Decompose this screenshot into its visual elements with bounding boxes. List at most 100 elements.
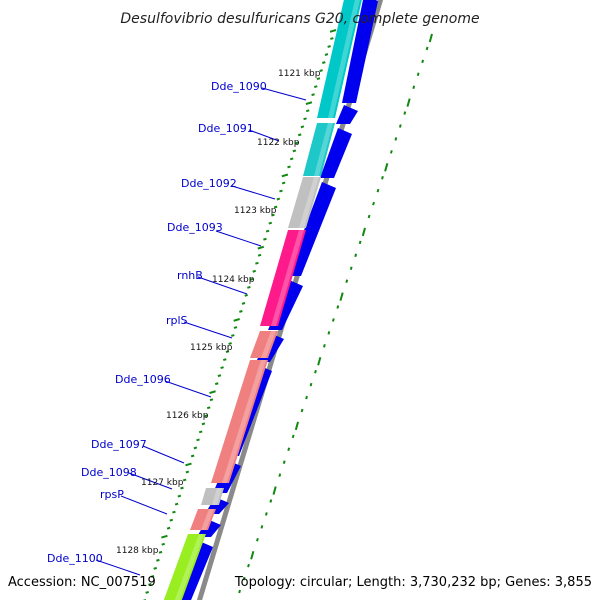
outer-tick-mark bbox=[242, 576, 246, 581]
gene-band-highlight bbox=[271, 230, 304, 326]
gene-band bbox=[317, 0, 362, 118]
gene-label-dde-1100[interactable]: Dde_1100 bbox=[47, 552, 103, 565]
ruler-tick-mark bbox=[313, 85, 318, 89]
gene-band-highlight bbox=[314, 123, 333, 176]
gene-label-dde-1091[interactable]: Dde_1091 bbox=[198, 122, 254, 135]
ruler-tick-mark bbox=[193, 446, 198, 450]
ruler-tick-mark bbox=[233, 326, 238, 329]
outer-tick-mark bbox=[394, 137, 398, 141]
gene-band-highlight bbox=[174, 534, 204, 600]
ruler-tick-mark bbox=[319, 69, 323, 72]
outer-tick-mark bbox=[256, 538, 259, 542]
ruler-tick-mark bbox=[279, 189, 283, 193]
ruler-tick-mark bbox=[268, 221, 273, 225]
ruler-tick-mark bbox=[255, 261, 259, 265]
gene-band-highlight bbox=[261, 331, 276, 358]
outer-tick-mark bbox=[376, 188, 380, 193]
outer-tick-mark bbox=[428, 33, 433, 43]
ruler-tick-mark bbox=[233, 318, 240, 322]
ruler-tick-mark bbox=[161, 534, 168, 539]
ruler-label: 1127 kbp bbox=[141, 478, 184, 488]
ruler-tick-mark bbox=[316, 77, 321, 81]
outer-tick-mark bbox=[390, 150, 393, 154]
outer-tick-mark bbox=[260, 525, 264, 529]
ruler-tick-mark bbox=[257, 253, 262, 257]
outer-tick-mark bbox=[403, 111, 407, 115]
outer-tick-mark bbox=[406, 98, 411, 107]
ruler-tick-mark bbox=[177, 494, 182, 498]
forward-gene-arrow bbox=[197, 519, 221, 537]
outer-tick-mark bbox=[398, 124, 402, 128]
gene-label-rnhb[interactable]: rnhB bbox=[177, 269, 203, 282]
gene-label-dde-1093[interactable]: Dde_1093 bbox=[167, 221, 223, 234]
leader-line bbox=[261, 87, 307, 101]
gene-label-dde-1098[interactable]: Dde_1098 bbox=[81, 466, 137, 479]
topology-text: Topology: circular; Length: 3,730,232 bp… bbox=[234, 575, 592, 590]
ruler-label: 1122 kbp bbox=[257, 138, 300, 148]
gene-band-highlight bbox=[201, 509, 214, 530]
gene-band-highlight bbox=[222, 360, 266, 483]
gene-label-dde-1090[interactable]: Dde_1090 bbox=[211, 80, 267, 93]
ruler-tick-mark bbox=[257, 245, 265, 250]
ruler-tick-mark bbox=[297, 133, 302, 137]
gene-band bbox=[303, 123, 335, 176]
outer-tick-mark bbox=[416, 72, 420, 77]
outer-tick-mark bbox=[287, 447, 291, 452]
gene-band bbox=[201, 488, 224, 505]
outer-tick-mark bbox=[264, 512, 268, 516]
ruler-tick-mark bbox=[244, 293, 248, 297]
outer-tick-mark bbox=[361, 227, 366, 237]
outer-tick-mark bbox=[278, 473, 282, 477]
ruler-tick-mark bbox=[289, 157, 294, 161]
outer-tick-ring bbox=[238, 33, 433, 594]
forward-gene-arrow bbox=[342, 0, 378, 103]
outer-tick-mark bbox=[345, 279, 349, 283]
outer-tick-mark bbox=[372, 201, 375, 206]
ruler-label: 1128 kbp bbox=[116, 546, 159, 556]
ruler-tick-mark bbox=[311, 93, 315, 97]
ruler-tick-mark bbox=[198, 430, 203, 434]
leader-line bbox=[231, 185, 276, 200]
gene-label-dde-1097[interactable]: Dde_1097 bbox=[91, 438, 147, 451]
ruler-tick-mark bbox=[287, 165, 291, 169]
ruler-tick-mark bbox=[180, 486, 184, 490]
gene-band bbox=[211, 360, 268, 483]
ruler-tick-mark bbox=[220, 366, 224, 370]
outer-tick-mark bbox=[314, 369, 317, 374]
ruler-tick-mark bbox=[247, 285, 251, 289]
outer-tick-mark bbox=[309, 382, 313, 387]
gene-label-dde-1092[interactable]: Dde_1092 bbox=[181, 177, 237, 190]
leader-line bbox=[95, 559, 141, 576]
ruler-label: 1123 kbp bbox=[234, 206, 277, 216]
ruler-tick-mark bbox=[276, 197, 281, 201]
ruler-label: 1126 kbp bbox=[166, 411, 209, 421]
outer-tick-mark bbox=[282, 460, 286, 464]
ruler-tick-mark bbox=[185, 462, 192, 467]
outer-tick-mark bbox=[336, 305, 340, 309]
gene-label-rpls[interactable]: rplS bbox=[166, 314, 188, 327]
gene-band-highlight bbox=[328, 0, 360, 118]
ruler-tick-mark bbox=[263, 237, 267, 241]
ruler-tick-mark bbox=[281, 181, 286, 185]
gene-label-dde-1096[interactable]: Dde_1096 bbox=[115, 373, 171, 386]
ruler-tick-mark bbox=[329, 29, 337, 33]
leader-line bbox=[128, 472, 173, 490]
outer-tick-mark bbox=[421, 59, 425, 64]
ruler-tick-mark bbox=[169, 518, 174, 522]
ruler-tick-mark bbox=[153, 566, 157, 570]
ruler-tick-mark bbox=[295, 141, 299, 145]
gene-color-track bbox=[163, 0, 362, 600]
ruler-tick-mark bbox=[300, 125, 305, 129]
ruler-tick-mark bbox=[252, 269, 257, 273]
map-title: Desulfovibrio desulfuricans G20, complet… bbox=[120, 11, 479, 27]
ruler-tick-mark bbox=[271, 213, 275, 217]
gene-band-highlight bbox=[299, 177, 319, 228]
gene-band bbox=[288, 177, 321, 228]
ruler-tick-mark bbox=[161, 542, 166, 546]
ruler-tick-mark bbox=[201, 422, 206, 426]
leader-line bbox=[215, 230, 262, 247]
ruler-tick-mark bbox=[174, 502, 179, 506]
gene-label-rpsp[interactable]: rpsP bbox=[100, 488, 124, 501]
leader-line bbox=[120, 495, 168, 515]
